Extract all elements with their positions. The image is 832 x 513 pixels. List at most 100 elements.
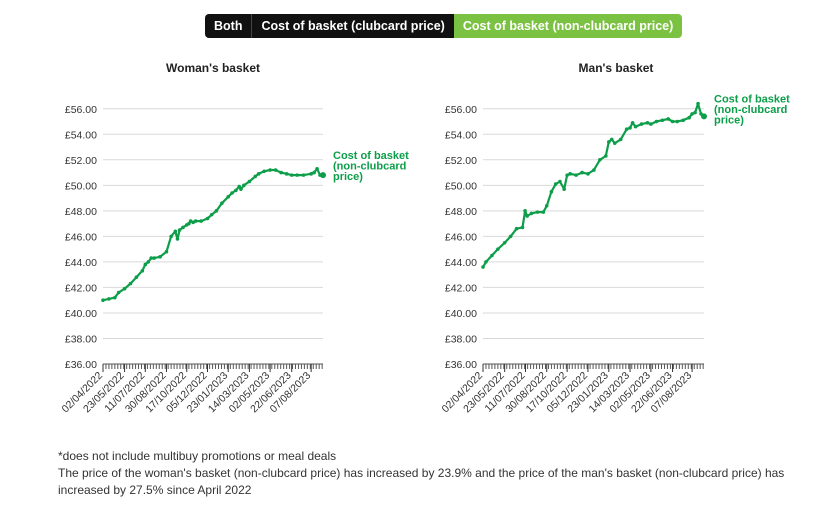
y-tick-label: £40.00 (65, 308, 97, 320)
data-point (146, 260, 151, 264)
y-tick-label: £38.00 (65, 333, 97, 345)
tab-both[interactable]: Both (205, 14, 252, 38)
data-point (523, 209, 527, 213)
data-point (205, 216, 210, 221)
data-point (562, 187, 566, 191)
y-tick-label: £50.00 (65, 180, 97, 192)
data-point (654, 119, 659, 124)
data-point (592, 168, 596, 172)
data-point (143, 262, 148, 267)
data-point (268, 168, 272, 172)
data-point (122, 286, 127, 291)
y-tick-label: £50.00 (445, 180, 477, 192)
data-point (113, 295, 117, 300)
data-point (214, 209, 219, 213)
tab-clubcard-price[interactable]: Cost of basket (clubcard price) (251, 14, 454, 38)
y-tick-label: £48.00 (65, 206, 97, 218)
data-point (529, 211, 534, 216)
data-point (514, 226, 519, 231)
data-point (242, 183, 246, 188)
data-point (490, 253, 494, 258)
y-tick-label: £56.00 (65, 104, 97, 116)
data-point (226, 195, 231, 199)
y-tick-label: £36.00 (65, 359, 97, 371)
data-point (234, 188, 238, 193)
data-point (295, 173, 299, 177)
data-point (690, 112, 694, 116)
data-point (675, 119, 680, 124)
data-point (289, 173, 294, 177)
data-point (666, 117, 671, 121)
data-point (193, 219, 198, 223)
y-tick-label: £46.00 (65, 231, 97, 243)
data-point (247, 179, 252, 184)
data-point (544, 203, 549, 208)
data-point (639, 122, 644, 126)
mans-basket-chart: Man's basket £36.00 £38.00 £40.00 £42.00 £44.… (439, 61, 790, 415)
data-point (645, 121, 650, 125)
data-point (116, 290, 121, 295)
y-tick-label: £56.00 (445, 104, 477, 116)
y-tick-label: £42.00 (445, 282, 477, 294)
data-point (315, 166, 319, 171)
data-point (525, 214, 529, 218)
data-point (549, 189, 554, 194)
data-point (309, 172, 313, 176)
data-point (609, 137, 614, 142)
chart-title: Woman's basket (166, 61, 260, 75)
data-point (535, 210, 540, 214)
data-point (177, 228, 182, 232)
data-point (301, 173, 306, 177)
data-point (553, 182, 558, 186)
data-point (149, 256, 154, 260)
data-point (598, 158, 602, 162)
series-end-point (320, 172, 326, 179)
series-toggle: Both Cost of basket (clubcard price) Cos… (205, 14, 683, 38)
data-point (220, 201, 224, 205)
series-line (102, 167, 323, 302)
data-point (230, 191, 234, 195)
data-point (502, 240, 507, 245)
data-point (107, 297, 111, 301)
y-tick-label: £40.00 (445, 308, 477, 320)
y-tick-label: £48.00 (445, 206, 477, 218)
data-point (140, 269, 145, 273)
data-point (681, 118, 685, 123)
data-point (253, 174, 258, 179)
y-tick-label: £52.00 (445, 155, 477, 167)
data-point (187, 221, 191, 226)
data-point (649, 122, 653, 126)
data-point (279, 170, 283, 175)
y-tick-label: £52.00 (65, 155, 97, 167)
y-tick-label: £38.00 (445, 333, 477, 345)
data-point (520, 225, 525, 230)
data-point (607, 140, 611, 144)
data-point (670, 119, 675, 124)
tab-non-clubcard-price[interactable]: Cost of basket (non-clubcard price) (453, 14, 683, 38)
data-point (175, 237, 180, 241)
data-point (484, 260, 488, 264)
data-point (696, 101, 700, 106)
data-point (568, 172, 572, 176)
y-tick-label: £54.00 (65, 129, 97, 141)
data-point (134, 275, 139, 280)
data-point (181, 225, 185, 230)
data-point (173, 229, 178, 234)
data-point (128, 281, 133, 286)
data-point (580, 170, 584, 175)
y-tick-label: £44.00 (445, 257, 477, 269)
data-point (209, 212, 214, 217)
y-tick-label: £42.00 (65, 282, 97, 294)
data-point (169, 234, 173, 239)
y-tick-label: £36.00 (445, 359, 477, 371)
womans-basket-chart: Woman's basket £36.00 £38.00 £40.00 £42.00 £4… (59, 61, 409, 415)
data-point (693, 110, 697, 115)
series-end-label: Cost of basket (non-clubcard price) (714, 93, 790, 126)
y-tick-label: £44.00 (65, 257, 97, 269)
data-point (199, 219, 203, 223)
data-point (541, 210, 546, 214)
footnote: *does not include multibuy promotions or… (58, 449, 337, 463)
data-point (612, 141, 617, 146)
data-point (628, 126, 632, 130)
data-point (312, 170, 316, 175)
